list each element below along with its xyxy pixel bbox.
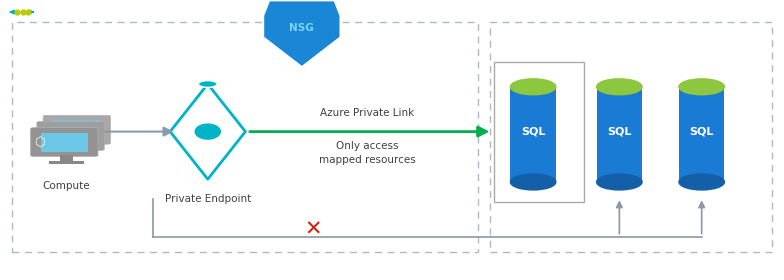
Ellipse shape: [597, 79, 642, 95]
Text: SQL: SQL: [689, 127, 714, 137]
FancyBboxPatch shape: [47, 127, 94, 146]
Ellipse shape: [679, 174, 724, 190]
FancyBboxPatch shape: [37, 122, 104, 150]
FancyBboxPatch shape: [31, 128, 98, 157]
Circle shape: [198, 81, 217, 87]
Bar: [12, 22, 478, 252]
Bar: [49, 161, 84, 164]
Ellipse shape: [194, 123, 222, 141]
Text: Only access
mapped resources: Only access mapped resources: [318, 141, 416, 165]
Ellipse shape: [510, 79, 556, 95]
Text: ⬡: ⬡: [34, 136, 45, 149]
Text: SQL: SQL: [521, 127, 546, 137]
Text: ✕: ✕: [305, 220, 322, 240]
FancyBboxPatch shape: [43, 115, 111, 144]
Bar: [679, 87, 724, 182]
FancyBboxPatch shape: [41, 133, 88, 152]
Bar: [60, 155, 73, 162]
Ellipse shape: [510, 174, 556, 190]
Ellipse shape: [597, 174, 642, 190]
Polygon shape: [264, 1, 339, 66]
Text: Azure Private Link: Azure Private Link: [320, 108, 414, 118]
Text: Compute: Compute: [43, 181, 90, 191]
Text: NSG: NSG: [289, 23, 314, 33]
FancyBboxPatch shape: [494, 62, 584, 202]
Text: Private Endpoint: Private Endpoint: [165, 194, 251, 204]
Ellipse shape: [679, 79, 724, 95]
FancyBboxPatch shape: [53, 120, 100, 139]
Bar: [597, 87, 642, 182]
Bar: [490, 22, 772, 252]
Bar: [510, 87, 556, 182]
Text: SQL: SQL: [607, 127, 632, 137]
